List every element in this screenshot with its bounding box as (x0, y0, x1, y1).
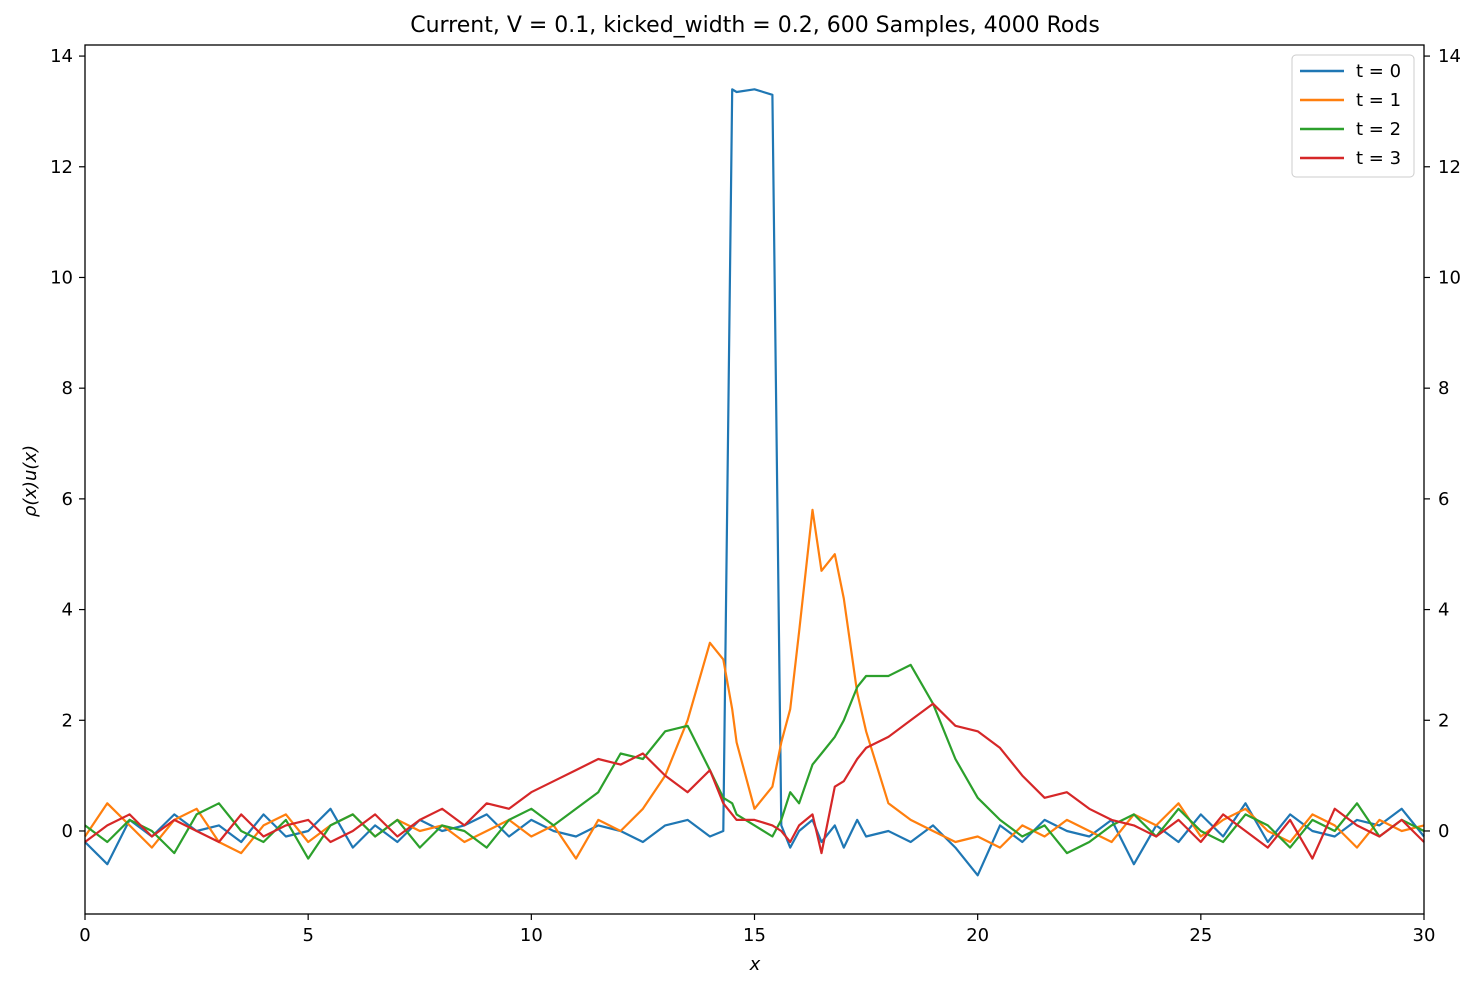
y-tick-label-left: 6 (62, 489, 73, 510)
x-tick-label: 25 (1189, 925, 1212, 946)
axes: 0 5 10 15 20 25 30 0 0 2 2 4 4 6 6 8 8 10 10 12 12 14 14 (50, 44, 1461, 946)
x-tick-label: 15 (743, 925, 766, 946)
y-tick-label-right: 2 (1438, 710, 1449, 731)
y-axis-label: ρ(x)u(x) (20, 445, 41, 517)
y-tick-label-right: 0 (1438, 821, 1449, 842)
y-tick-label-left: 0 (62, 821, 73, 842)
y-tick-label-right: 6 (1438, 489, 1449, 510)
x-tick-label: 30 (1413, 925, 1436, 946)
legend-label: t = 2 (1356, 119, 1401, 140)
legend-box (1291, 54, 1415, 178)
x-tick-label: 10 (520, 925, 543, 946)
series-line-t0 (84, 88, 1425, 877)
plot-area (84, 88, 1425, 877)
y-tick-label-left: 8 (62, 378, 73, 399)
y-tick-label-left: 4 (62, 600, 73, 621)
legend: t = 0 t = 1 t = 2 t = 3 (1291, 54, 1415, 178)
legend-label: t = 3 (1356, 148, 1401, 169)
y-tick-label-right: 12 (1438, 157, 1461, 178)
y-tick-label-right: 8 (1438, 378, 1449, 399)
y-tick-label-right: 10 (1438, 267, 1461, 288)
series-line-t3 (84, 702, 1425, 860)
y-tick-label-left: 12 (50, 157, 73, 178)
legend-label: t = 1 (1356, 90, 1401, 111)
x-tick-label: 0 (79, 925, 90, 946)
y-tick-label-left: 14 (50, 46, 73, 67)
y-tick-label-right: 4 (1438, 600, 1449, 621)
y-tick-label-left: 10 (50, 267, 73, 288)
x-tick-label: 20 (966, 925, 989, 946)
x-tick-label: 5 (302, 925, 313, 946)
x-axis-label: x (749, 954, 761, 975)
y-tick-label-right: 14 (1438, 46, 1461, 67)
chart-title: Current, V = 0.1, kicked_width = 0.2, 60… (410, 13, 1100, 38)
y-tick-label-left: 2 (62, 710, 73, 731)
legend-label: t = 0 (1356, 61, 1401, 82)
